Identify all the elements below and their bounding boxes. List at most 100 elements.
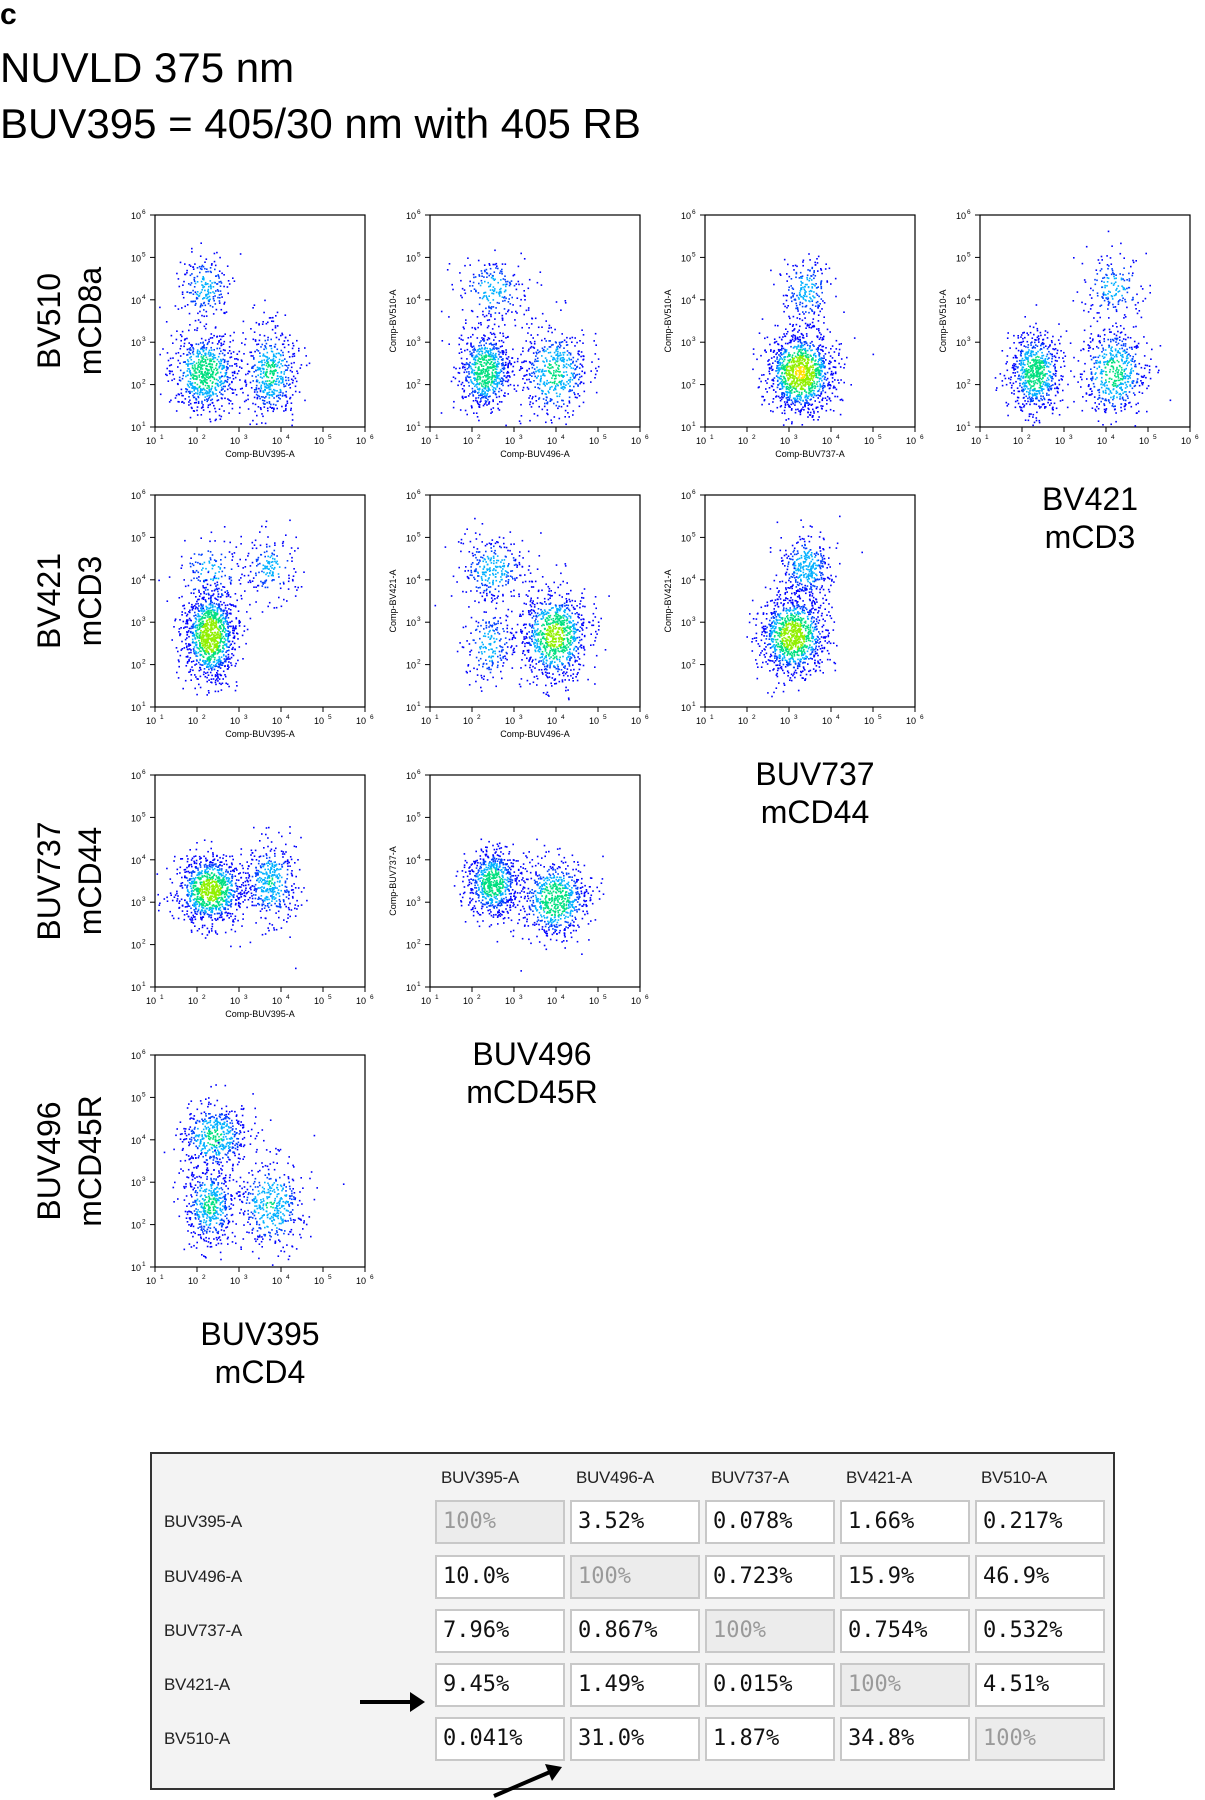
event-dot [208, 394, 210, 397]
event-dot [477, 367, 479, 369]
event-dot [529, 401, 532, 403]
event-dot [486, 370, 489, 373]
event-dot [512, 304, 514, 306]
event-dot [1054, 348, 1057, 350]
event-dot [776, 365, 778, 367]
event-dot [802, 348, 805, 350]
event-dot [495, 347, 497, 349]
event-dot [218, 294, 221, 296]
event-dot [1052, 409, 1054, 411]
event-dot [203, 364, 205, 366]
event-dot [524, 382, 526, 384]
event-dot [281, 405, 283, 408]
event-dot [797, 362, 800, 365]
event-dot [223, 301, 226, 304]
event-dot [214, 268, 216, 271]
event-dot [820, 359, 823, 362]
event-dot [1036, 345, 1039, 347]
event-dot [483, 362, 486, 364]
event-dot [838, 382, 840, 384]
event-dot [819, 373, 822, 376]
event-dot [273, 397, 275, 399]
event-dot [1022, 366, 1025, 369]
event-dot [1106, 285, 1108, 287]
event-dot [574, 345, 576, 347]
event-dot [486, 378, 489, 380]
event-dot [265, 347, 268, 350]
event-dot [1032, 389, 1035, 391]
y-tick-exponent: 4 [692, 294, 696, 301]
event-dot [1123, 287, 1125, 289]
event-dot [480, 383, 483, 385]
event-dot [451, 283, 453, 286]
event-dot [272, 403, 275, 406]
event-dot [198, 393, 201, 396]
event-dot [780, 405, 783, 407]
event-dot [813, 311, 816, 313]
event-dot [831, 357, 834, 359]
event-dot [578, 395, 581, 397]
event-dot [787, 263, 789, 266]
event-dot [581, 366, 584, 368]
event-dot [494, 312, 497, 314]
event-dot [1030, 350, 1032, 352]
event-dot [563, 347, 565, 349]
event-dot [541, 369, 543, 372]
event-dot [800, 397, 802, 399]
event-dot [238, 370, 240, 372]
event-dot [557, 370, 559, 373]
event-dot [533, 380, 535, 382]
event-dot [490, 307, 493, 310]
event-dot [796, 390, 799, 393]
x-tick-label: 10 [146, 436, 156, 446]
event-dot [569, 337, 571, 340]
event-dot [553, 351, 556, 354]
event-dot [282, 359, 284, 362]
event-dot [491, 343, 493, 346]
y-tick-label: 10 [681, 423, 691, 433]
event-dot [203, 325, 206, 328]
event-dot [224, 360, 226, 362]
event-dot [198, 371, 200, 373]
event-dot [207, 353, 210, 355]
event-dot [212, 381, 214, 383]
event-dot [200, 389, 203, 391]
event-dot [474, 359, 477, 362]
event-dot [205, 347, 208, 349]
event-dot [468, 363, 470, 366]
event-dot [799, 383, 801, 386]
event-dot [541, 368, 544, 371]
event-dot [545, 421, 547, 424]
x-tick-exponent: 5 [603, 434, 607, 441]
event-dot [230, 352, 232, 355]
event-dot [1111, 295, 1114, 298]
event-dot [478, 383, 480, 386]
event-dot [785, 380, 787, 383]
event-dot [1050, 380, 1053, 382]
event-dot [793, 357, 795, 360]
event-dot [487, 398, 489, 401]
event-dot [202, 265, 205, 268]
event-dot [795, 271, 798, 274]
event-dot [541, 392, 543, 395]
event-dot [785, 333, 788, 335]
event-dot [808, 386, 810, 388]
event-dot [1076, 291, 1079, 293]
event-dot [995, 389, 998, 391]
event-dot [576, 365, 579, 368]
event-dot [285, 394, 287, 396]
event-dot [209, 353, 212, 356]
event-dot [521, 283, 524, 286]
event-dot [485, 376, 487, 378]
event-dot [799, 339, 801, 342]
event-dot [500, 363, 503, 365]
event-dot [799, 395, 802, 397]
event-dot [799, 301, 802, 304]
event-dot [827, 383, 829, 385]
event-dot [208, 410, 211, 413]
event-dot [234, 363, 236, 365]
event-dot [485, 342, 487, 345]
event-dot [468, 376, 471, 379]
event-dot [809, 372, 811, 375]
